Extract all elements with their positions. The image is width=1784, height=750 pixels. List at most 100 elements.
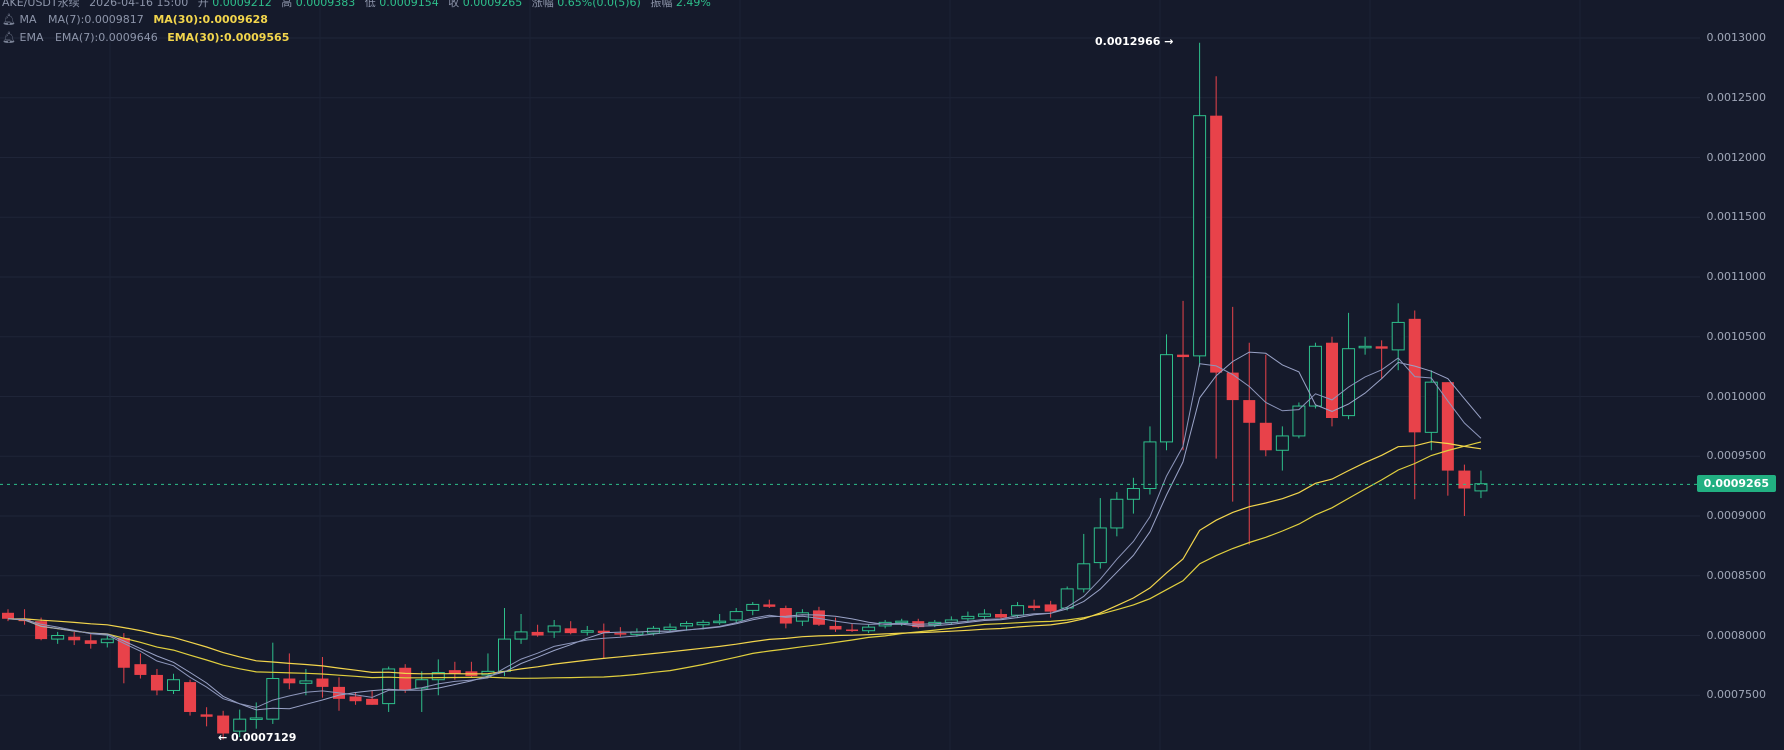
candle-body[interactable] (763, 604, 776, 607)
candle-body[interactable] (729, 611, 743, 621)
candle-body[interactable] (1308, 345, 1322, 407)
candle-body[interactable] (746, 603, 760, 611)
candle-body[interactable] (283, 678, 296, 684)
change-value: 0.65%(0.0(5)6) (557, 0, 641, 9)
candle-body[interactable] (1375, 346, 1388, 349)
ma30-line (7, 441, 1482, 679)
candle-body[interactable] (995, 613, 1007, 618)
ma7-line (7, 351, 1482, 711)
candle-body[interactable] (1011, 605, 1025, 616)
close-value: 0.0009265 (462, 0, 523, 9)
candle-body[interactable] (614, 633, 627, 635)
candle-body[interactable] (1060, 588, 1074, 609)
candle-body[interactable] (531, 631, 544, 636)
ema30-value: EMA(30):0.0009565 (167, 31, 290, 44)
price-tick-label: 0.0010500 (1706, 329, 1767, 343)
candle-body[interactable] (1126, 488, 1140, 500)
candle-body[interactable] (696, 621, 710, 626)
candle-body[interactable] (895, 620, 909, 624)
candle-body[interactable] (233, 718, 247, 732)
candle-body[interactable] (150, 674, 163, 691)
ema7-value: EMA(7):0.0009646 (54, 31, 158, 44)
ema30-line (7, 441, 1482, 675)
candle-body[interactable] (68, 636, 81, 641)
candle-body[interactable] (200, 714, 213, 717)
candle-body[interactable] (1143, 441, 1157, 490)
candle-body[interactable] (663, 626, 677, 631)
candle-body[interactable] (1408, 318, 1421, 433)
candle-body[interactable] (117, 637, 130, 668)
candle-body[interactable] (1226, 372, 1239, 401)
candle-body[interactable] (1326, 342, 1338, 419)
candle-body[interactable] (1110, 498, 1124, 529)
ma7-value: MA(7):0.0009817 (48, 13, 144, 26)
candle-body[interactable] (316, 678, 329, 687)
bell-icon[interactable]: 🔔︎ (2, 13, 16, 26)
candle-body[interactable] (1391, 321, 1405, 351)
candle-body[interactable] (1077, 563, 1091, 590)
candle-body[interactable] (961, 615, 975, 620)
candle-body[interactable] (217, 715, 230, 734)
candle-body[interactable] (498, 638, 511, 672)
high-value: 0.0009383 (295, 0, 356, 9)
candle-body[interactable] (812, 610, 825, 625)
candle-body[interactable] (431, 672, 445, 681)
ma-name: MA (19, 13, 37, 26)
candle-body[interactable] (84, 640, 97, 644)
price-tick-label: 0.0011500 (1706, 210, 1767, 224)
candle-body[interactable] (1474, 483, 1488, 492)
price-tick-label: 0.0012500 (1706, 90, 1767, 104)
candle-body[interactable] (1424, 381, 1438, 433)
candle-body[interactable] (2, 612, 14, 619)
candle-body[interactable] (1160, 354, 1173, 443)
price-tick-label: 0.0010000 (1706, 389, 1767, 403)
candle-body[interactable] (514, 631, 528, 640)
candle-body[interactable] (1044, 604, 1057, 612)
candle-body[interactable] (1458, 470, 1471, 489)
candle-body[interactable] (167, 679, 180, 691)
candle-body[interactable] (846, 629, 859, 632)
candle-body[interactable] (977, 613, 991, 617)
candle-body[interactable] (134, 664, 147, 675)
candle-body[interactable] (1292, 405, 1306, 437)
candle-body[interactable] (299, 680, 313, 684)
candle-body[interactable] (547, 625, 561, 633)
candle-body[interactable] (382, 668, 396, 705)
candle-body[interactable] (1177, 354, 1190, 358)
candle-body[interactable] (580, 630, 594, 633)
candle-body[interactable] (51, 635, 65, 640)
candle-body[interactable] (249, 717, 263, 720)
price-tick-label: 0.0012000 (1706, 150, 1767, 164)
ohlc-legend: AKE/USDT永续 2026-04-16 15:00 开 0.0009212 … (2, 0, 717, 11)
candle-body[interactable] (680, 623, 694, 627)
grid-lines (0, 37, 1700, 696)
candle-body[interactable] (862, 626, 876, 632)
candle-body[interactable] (1275, 435, 1289, 451)
candle-body[interactable] (100, 638, 114, 644)
candle-body[interactable] (184, 682, 197, 712)
candle-body[interactable] (564, 628, 577, 634)
ma-legend[interactable]: 🔔︎ MA MA(7):0.0009817 MA(30):0.0009628 (2, 12, 274, 28)
ema-legend[interactable]: 🔔︎ EMA EMA(7):0.0009646 EMA(30):0.000956… (2, 30, 295, 46)
high-annotation: 0.0012966 → (1095, 35, 1174, 48)
candle-body[interactable] (1259, 422, 1272, 451)
candle-body[interactable] (1210, 115, 1223, 373)
candle-body[interactable] (349, 696, 362, 702)
candle-body[interactable] (597, 630, 610, 634)
candle-body[interactable] (399, 667, 412, 691)
candle-body[interactable] (366, 698, 379, 705)
candle-body[interactable] (1243, 400, 1256, 423)
bell-icon[interactable]: 🔔︎ (2, 31, 16, 44)
candle-body[interactable] (829, 625, 842, 630)
candle-body[interactable] (448, 670, 461, 674)
candle-body[interactable] (1193, 115, 1207, 357)
candle-body[interactable] (1093, 527, 1107, 564)
candle-body[interactable] (1028, 605, 1041, 609)
candle-body[interactable] (1342, 348, 1356, 417)
price-tick-label: 0.0007500 (1706, 688, 1767, 702)
time-label: 2026-04-16 15:00 (89, 0, 189, 9)
candle-body[interactable] (713, 620, 727, 624)
low-annotation: ← 0.0007129 (218, 731, 297, 744)
candle-body[interactable] (1358, 345, 1372, 349)
